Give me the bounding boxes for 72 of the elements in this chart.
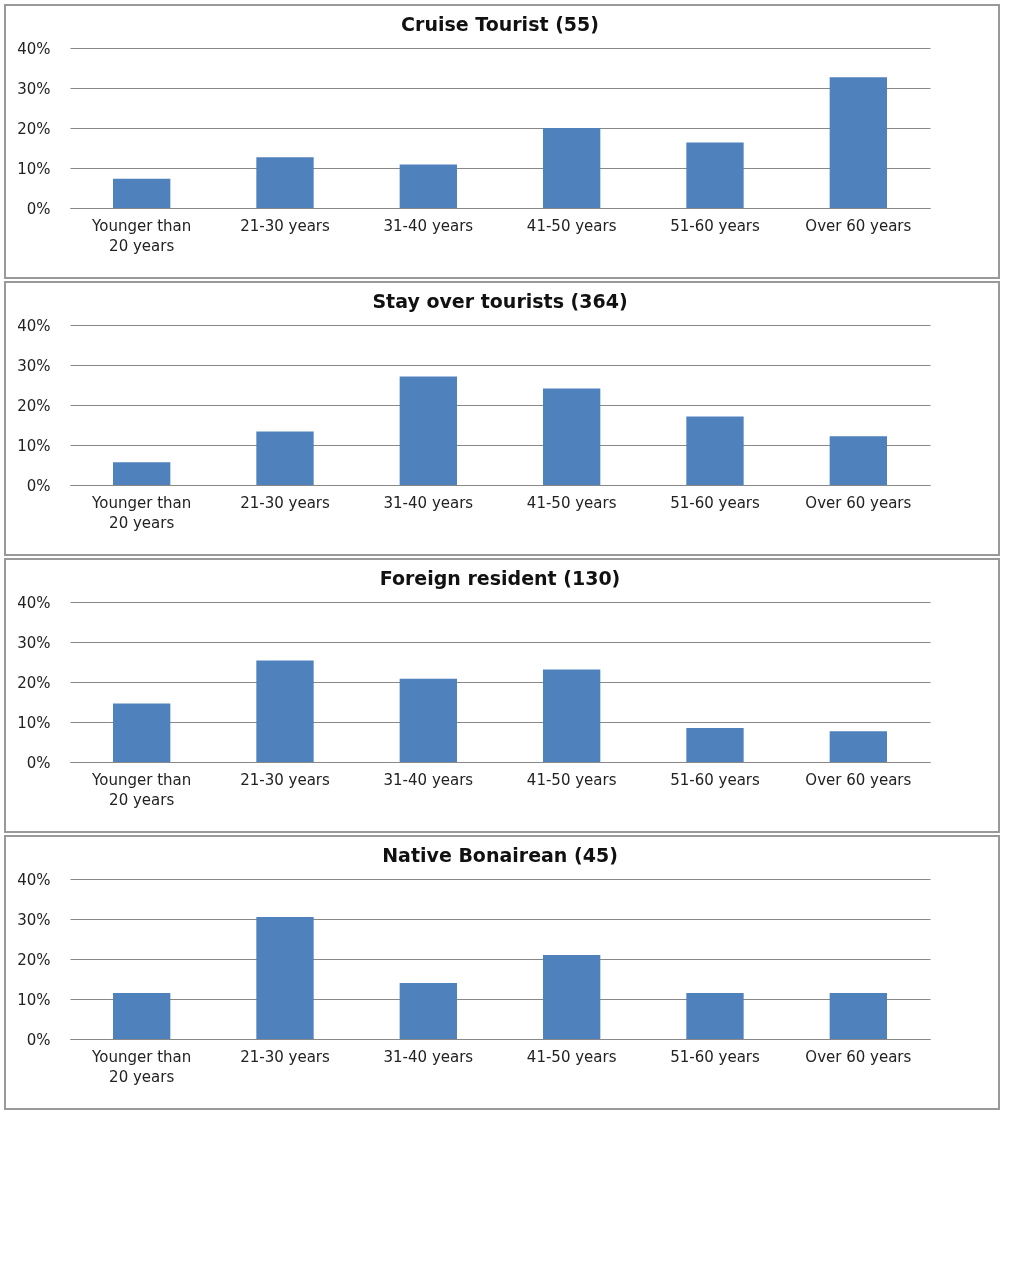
x-tick-label: Over 60 years: [805, 770, 912, 789]
y-tick-label: 10%: [17, 159, 51, 178]
bar: [686, 728, 744, 762]
bar: [113, 178, 171, 208]
x-tick-label: 21-30 years: [240, 770, 330, 789]
x-tick-label: 51-60 years: [670, 770, 760, 789]
y-tick-label: 20%: [17, 950, 51, 969]
y-tick-label: 30%: [17, 633, 51, 652]
x-tick-label: 41-50 years: [526, 1047, 617, 1066]
y-tick-label: 30%: [17, 79, 51, 98]
y-tick-label: 20%: [17, 673, 51, 692]
x-tick-label: Younger than 20 years: [91, 770, 192, 809]
y-tick-label: 40%: [17, 593, 51, 612]
chart-title: Stay over tourists (364): [372, 290, 628, 312]
x-tick-label: Younger than 20 years: [91, 1047, 192, 1086]
bar: [686, 993, 744, 1039]
x-tick-label: 31-40 years: [383, 1047, 474, 1066]
bar: [686, 142, 744, 208]
x-tick-label: 31-40 years: [383, 770, 474, 789]
x-tick-label: 51-60 years: [670, 493, 760, 512]
y-tick-label: 0%: [26, 476, 51, 495]
bar: [399, 164, 457, 208]
bar: [113, 462, 171, 485]
bar: [256, 660, 314, 762]
chart-title: Foreign resident (130): [379, 567, 621, 589]
y-tick-label: 40%: [17, 39, 51, 58]
x-tick-label: Younger than 20 years: [91, 493, 192, 532]
bar: [829, 731, 887, 762]
bar: [543, 955, 601, 1039]
chart-title: Native Bonairean (45): [382, 844, 618, 866]
y-tick-label: 40%: [17, 870, 51, 889]
x-tick-label: Younger than 20 years: [91, 216, 192, 255]
y-tick-label: 10%: [17, 436, 51, 455]
y-tick-label: 30%: [17, 910, 51, 929]
bar: [829, 77, 887, 208]
x-tick-label: Over 60 years: [805, 216, 912, 235]
y-tick-label: 20%: [17, 396, 51, 415]
bar: [399, 983, 457, 1039]
bar: [399, 678, 457, 762]
y-tick-label: 0%: [26, 1030, 51, 1049]
x-tick-label: 31-40 years: [383, 216, 474, 235]
y-tick-label: 0%: [26, 199, 51, 218]
y-tick-label: 10%: [17, 990, 51, 1009]
x-tick-label: Over 60 years: [805, 493, 912, 512]
bar: [543, 128, 601, 208]
bar: [113, 703, 171, 762]
x-tick-label: 21-30 years: [240, 1047, 330, 1066]
bar: [543, 388, 601, 485]
y-tick-label: 20%: [17, 119, 51, 138]
x-tick-label: Over 60 years: [805, 1047, 912, 1066]
x-tick-label: 51-60 years: [670, 1047, 760, 1066]
x-tick-label: 41-50 years: [526, 493, 617, 512]
y-tick-label: 0%: [26, 753, 51, 772]
y-tick-label: 40%: [17, 316, 51, 335]
bar: [829, 993, 887, 1039]
x-tick-label: 21-30 years: [240, 493, 330, 512]
bar: [686, 416, 744, 485]
bar: [256, 431, 314, 485]
x-tick-label: 51-60 years: [670, 216, 760, 235]
x-tick-label: 41-50 years: [526, 770, 617, 789]
bar: [829, 436, 887, 485]
x-tick-label: 21-30 years: [240, 216, 330, 235]
bar: [256, 157, 314, 208]
bar: [399, 376, 457, 485]
bar: [543, 669, 601, 762]
x-tick-label: 31-40 years: [383, 493, 474, 512]
bar: [256, 917, 314, 1039]
bar: [113, 993, 171, 1039]
chart-title: Cruise Tourist (55): [401, 13, 599, 35]
x-tick-label: 41-50 years: [526, 216, 617, 235]
y-tick-label: 10%: [17, 713, 51, 732]
y-tick-label: 30%: [17, 356, 51, 375]
